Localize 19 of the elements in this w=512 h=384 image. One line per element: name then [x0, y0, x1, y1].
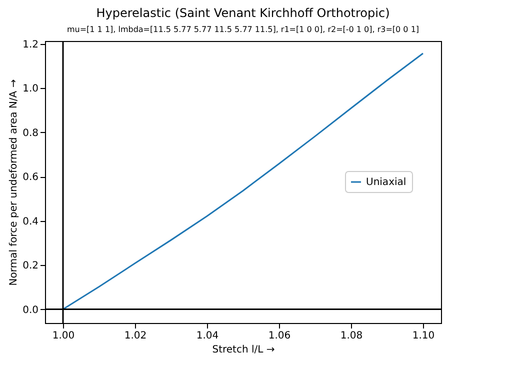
x-tick-label: 1.10: [412, 330, 435, 342]
x-tick-label: 1.06: [268, 330, 291, 342]
y-tick-label: 0.0: [22, 304, 38, 316]
x-axis-title: Stretch l/L →: [212, 344, 275, 356]
line-series: [62, 52, 424, 310]
x-tick-label: 1.08: [340, 330, 363, 342]
y-tick-label: 1.2: [22, 39, 38, 50]
y-tick-label: 0.8: [22, 128, 38, 139]
legend-label: Uniaxial: [366, 177, 406, 188]
x-tick-label: 1.02: [124, 330, 147, 342]
y-tick-label: 0.6: [22, 172, 38, 184]
chart-title: Hyperelastic (Saint Venant Kirchhoff Orthotropic): [96, 6, 390, 20]
y-tick-label: 1.0: [22, 84, 38, 95]
y-tick-label: 0.4: [22, 216, 38, 228]
chart-subtitle: mu=[1 1 1], lmbda=[11.5 5.77 5.77 11.5 5.77 11.5], r1=[1 0 0], r2=[-0 1 0], r3=[0 0 1]: [66, 24, 420, 34]
x-tick-label: 1.00: [52, 330, 75, 342]
y-tick-label: 0.2: [22, 260, 38, 272]
x-tick-label: 1.04: [196, 330, 219, 342]
y-axis-title: Normal force per undeformed area N/A →: [8, 79, 20, 286]
